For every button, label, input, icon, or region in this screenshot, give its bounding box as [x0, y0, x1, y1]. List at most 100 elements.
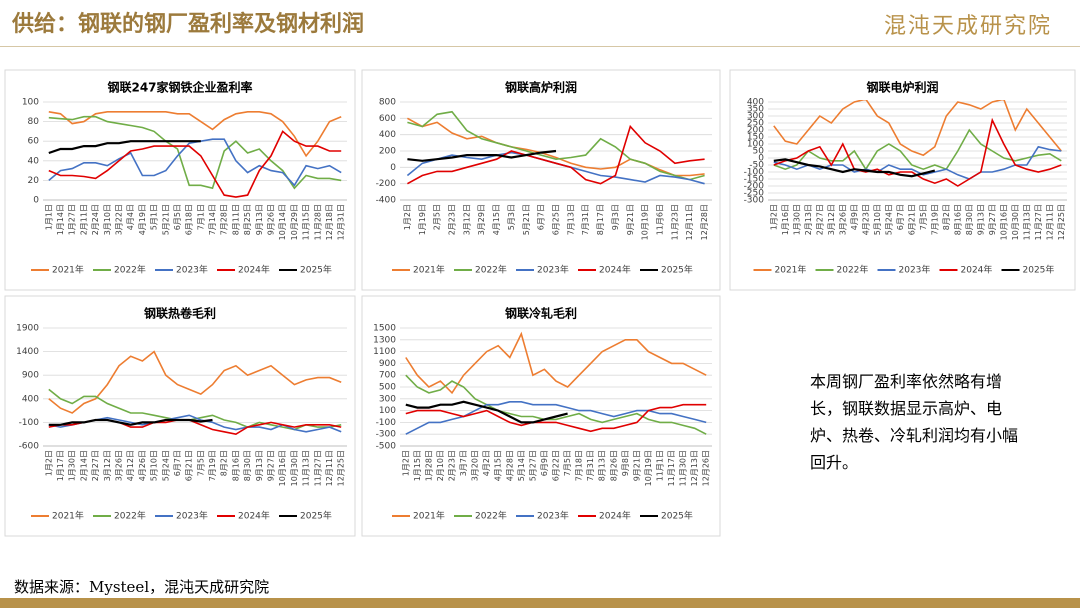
- legend-label: 2024年: [238, 264, 270, 276]
- y-tick-label: 40: [28, 156, 40, 166]
- series-line: [405, 400, 568, 424]
- x-tick-label: 3月12日: [462, 204, 471, 235]
- x-tick-label: 10月14日: [278, 204, 287, 240]
- y-tick-label: 400: [747, 98, 764, 108]
- chart-title: 钢联247家钢铁企业盈利率: [107, 80, 252, 95]
- y-tick-label: 100: [22, 98, 39, 108]
- x-tick-label: 4月15日: [492, 204, 501, 235]
- y-tick-label: 900: [379, 359, 396, 369]
- x-tick-label: 6月7日: [537, 204, 546, 230]
- x-tick-label: 1月16日: [781, 204, 790, 235]
- x-tick-label: 8月16日: [231, 450, 240, 481]
- x-tick-label: 3月12日: [103, 450, 112, 481]
- x-tick-label: 10月19日: [641, 204, 650, 240]
- x-tick-label: 8月16日: [953, 204, 962, 235]
- x-tick-label: 1月1日: [44, 204, 53, 230]
- series-line: [405, 374, 707, 435]
- chart-frame: [361, 69, 721, 291]
- x-tick-label: 9月13日: [255, 450, 264, 481]
- legend-label: 2023年: [176, 264, 208, 276]
- x-tick-label: 10月29日: [290, 204, 299, 240]
- legend-label: 2024年: [599, 510, 631, 522]
- x-tick-label: 3月29日: [477, 204, 486, 235]
- chart-title: 钢联电炉利润: [866, 80, 938, 95]
- x-tick-label: 1月19日: [418, 204, 427, 235]
- x-tick-label: 9月8日: [621, 450, 630, 476]
- legend-label: 2021年: [52, 264, 84, 276]
- x-tick-label: 8月11日: [231, 204, 240, 235]
- x-tick-label: 4月2日: [482, 450, 491, 476]
- x-tick-label: 8月2日: [220, 450, 229, 476]
- x-tick-label: 7月19日: [208, 450, 217, 481]
- x-tick-label: 2月27日: [91, 450, 100, 481]
- y-tick-label: 60: [28, 137, 40, 147]
- x-tick-label: 12月26日: [702, 450, 711, 486]
- x-tick-label: 11月15日: [302, 204, 311, 240]
- x-tick-label: 8月26日: [609, 450, 618, 481]
- x-tick-label: 8月13日: [598, 450, 607, 481]
- y-tick-label: -100: [744, 168, 765, 178]
- x-tick-label: 9月21日: [626, 204, 635, 235]
- source-note: 数据来源：Mysteel，混沌天成研究院: [14, 578, 270, 596]
- legend-label: 2021年: [775, 264, 807, 276]
- x-tick-label: 5月24日: [161, 450, 170, 481]
- x-tick-label: 10月16日: [278, 450, 287, 486]
- x-tick-label: 1月30日: [68, 450, 77, 481]
- x-tick-label: 12月31日: [337, 204, 346, 240]
- y-tick-label: -200: [376, 179, 397, 189]
- x-tick-label: 1月2日: [401, 450, 410, 476]
- x-tick-label: 12月11日: [325, 450, 334, 486]
- x-tick-label: 3月20日: [471, 450, 480, 481]
- chart: 钢联电炉利润-300-250-200-150-100-5005010015020…: [729, 69, 1076, 291]
- legend-label: 2025年: [300, 264, 332, 276]
- y-tick-label: 80: [28, 117, 40, 127]
- y-tick-label: -200: [744, 182, 765, 192]
- x-tick-label: 1月2日: [403, 204, 412, 230]
- legend-label: 2024年: [599, 264, 631, 276]
- chart-title: 钢联热卷毛利: [144, 306, 216, 321]
- y-tick-label: 0: [390, 163, 396, 173]
- x-tick-label: 1月28日: [424, 450, 433, 481]
- series-line: [407, 149, 557, 162]
- legend-label: 2025年: [300, 510, 332, 522]
- x-tick-label: 8月2日: [942, 204, 951, 230]
- x-tick-label: 7月28日: [220, 204, 229, 235]
- x-tick-label: 1月2日: [769, 204, 778, 230]
- x-tick-label: 6月7日: [173, 450, 182, 476]
- y-tick-label: -300: [376, 430, 397, 440]
- y-tick-label: 300: [379, 394, 396, 404]
- y-tick-label: 500: [379, 383, 396, 393]
- x-tick-label: 7月5日: [919, 204, 928, 230]
- y-tick-label: 100: [747, 140, 764, 150]
- x-tick-label: 12月25日: [1057, 204, 1066, 240]
- x-tick-label: 7月5日: [563, 450, 572, 476]
- x-tick-label: 10月30日: [290, 450, 299, 486]
- x-tick-label: 12月13日: [690, 450, 699, 486]
- x-tick-label: 3月22日: [115, 204, 124, 235]
- x-tick-label: 5月3日: [507, 204, 516, 230]
- legend-label: 2021年: [413, 510, 445, 522]
- series-line: [48, 130, 342, 198]
- x-tick-label: 1月27日: [68, 204, 77, 235]
- y-tick-label: 1400: [16, 347, 39, 357]
- x-tick-label: 5月24日: [884, 204, 893, 235]
- x-tick-label: 5月27日: [528, 450, 537, 481]
- series-line: [405, 401, 707, 435]
- y-tick-label: 300: [747, 112, 764, 122]
- x-tick-label: 5月10日: [873, 204, 882, 235]
- series-line: [773, 145, 1062, 180]
- x-tick-label: 3月10日: [103, 204, 112, 235]
- x-tick-label: 11月13日: [1022, 204, 1031, 240]
- x-tick-label: 12月11日: [1045, 204, 1054, 240]
- y-tick-label: -500: [376, 442, 397, 452]
- x-tick-label: 7月5日: [196, 450, 205, 476]
- series-line: [48, 111, 342, 158]
- x-tick-label: 7月14日: [208, 204, 217, 235]
- x-tick-label: 4月9日: [850, 204, 859, 230]
- x-tick-label: 5月21日: [522, 204, 531, 235]
- series-line: [407, 124, 705, 185]
- x-tick-label: 7月18日: [575, 450, 584, 481]
- y-tick-label: 800: [379, 98, 396, 108]
